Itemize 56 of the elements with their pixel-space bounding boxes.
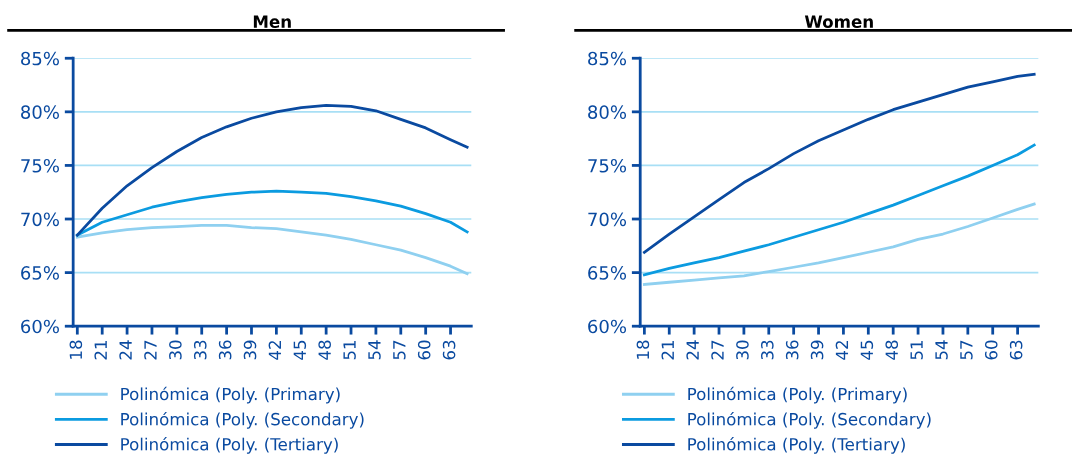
x-tick-label: 39 [243,340,257,360]
x-tick-label: 30 [736,340,749,360]
legend-label: Polinómica (Poly. (Tertiary) [121,437,338,454]
y-tick-label: 60% [588,319,627,334]
line-series [642,143,1036,277]
x-tick-label: 36 [785,340,799,360]
y-tick-label: 70% [21,212,59,227]
x-tick-label: 42 [268,341,281,360]
x-tick-label: 30 [169,340,182,360]
chart-title: Women [804,15,873,28]
legend-label: Polinómica (Poly. (Primary) [688,386,907,404]
y-tick-label: 65% [588,266,627,280]
x-tick-label: 39 [810,340,824,360]
x-tick-label: 18 [69,340,83,359]
x-tick-label: 24 [119,340,132,360]
line-series [75,224,469,276]
x-tick-label: 57 [960,340,973,360]
x-tick-label: 21 [661,340,674,360]
x-tick-label: 21 [94,340,107,360]
legend-label: Polinómica (Poly. (Secondary) [121,411,364,429]
line-series [642,202,1036,286]
x-tick-label: 60 [417,340,431,360]
legend-label: Polinómica (Poly. (Tertiary) [688,437,905,454]
x-tick-label: 24 [686,340,699,360]
x-tick-label: 51 [343,340,356,360]
legend-label: Polinómica (Poly. (Primary) [121,386,340,404]
line-series [75,189,469,237]
y-tick-label: 80% [21,105,59,119]
x-tick-label: 54 [935,340,948,360]
x-tick-label: 63 [1009,340,1023,360]
x-tick-label: 45 [860,340,874,360]
x-tick-label: 27 [711,340,724,360]
x-tick-label: 27 [144,340,157,360]
chart-title: Men [253,15,291,28]
legend-label: Polinómica (Poly. (Secondary) [688,411,931,429]
y-tick-label: 65% [21,266,59,280]
x-tick-label: 60 [984,340,998,360]
x-tick-label: 63 [442,340,456,360]
x-tick-label: 33 [761,340,774,360]
y-tick-label: 80% [588,105,627,119]
y-tick-label: 75% [21,158,59,173]
x-tick-label: 45 [293,340,307,360]
y-tick-label: 75% [588,158,627,173]
x-tick-label: 48 [318,340,331,360]
x-tick-label: 33 [193,340,207,360]
x-tick-label: 18 [636,340,650,359]
x-tick-label: 48 [885,340,899,360]
x-tick-label: 54 [368,340,381,360]
x-tick-label: 51 [910,340,923,360]
y-tick-label: 60% [21,319,59,334]
y-tick-label: 85% [588,51,627,66]
y-tick-label: 70% [588,212,627,227]
x-tick-label: 36 [218,340,232,360]
x-tick-label: 57 [393,340,406,360]
y-tick-label: 85% [21,51,59,66]
x-tick-label: 42 [835,341,849,360]
